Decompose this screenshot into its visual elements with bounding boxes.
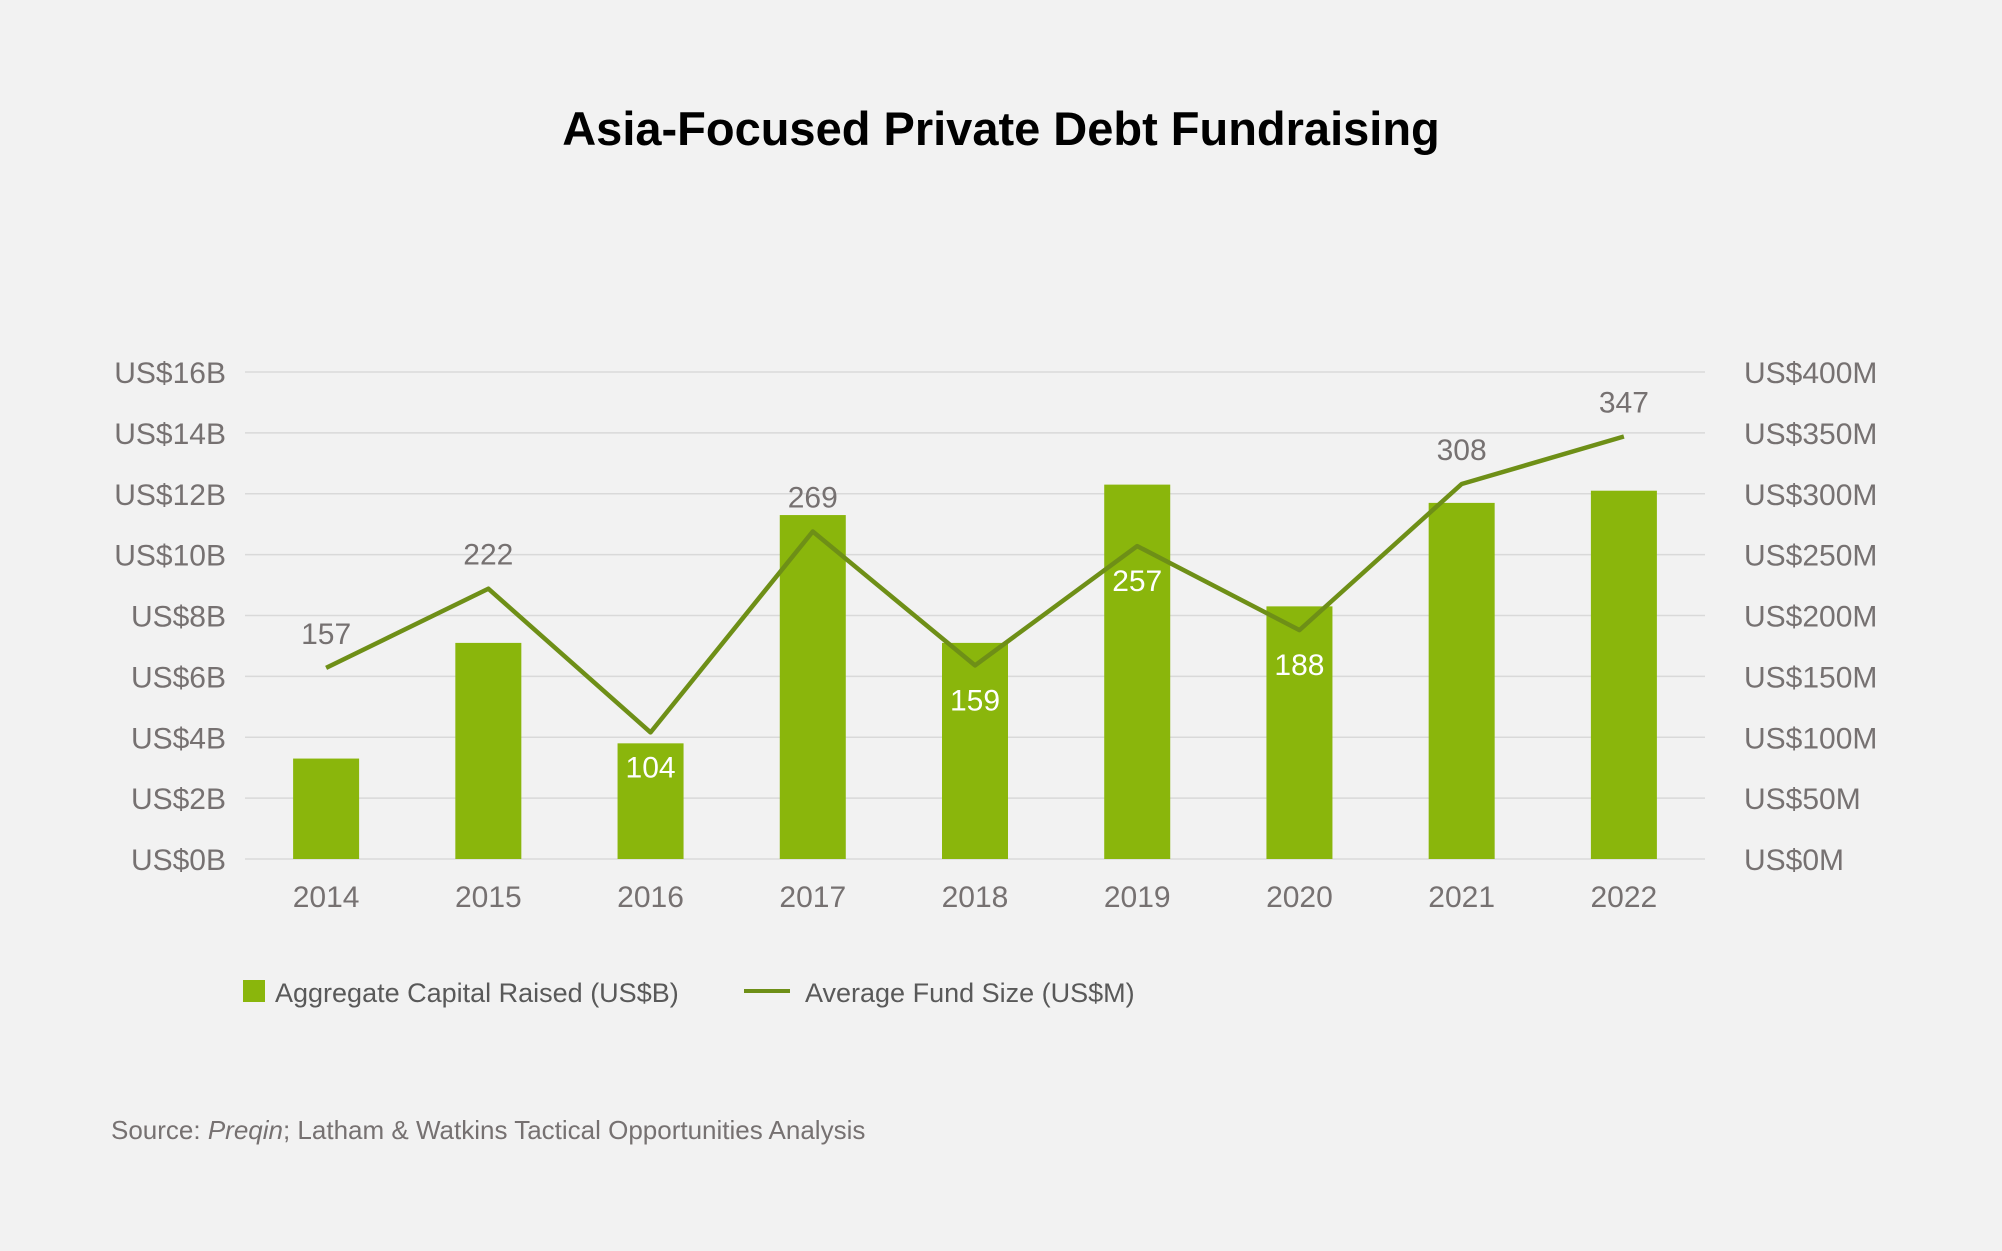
bar-2021 bbox=[1428, 502, 1495, 859]
bar-2018 bbox=[942, 642, 1008, 859]
fund-size-line bbox=[325, 434, 1625, 735]
y-right-tick-label: US$200M bbox=[1744, 601, 1877, 634]
bar-2019 bbox=[1104, 484, 1171, 859]
y-left-tick-label: US$2B bbox=[131, 783, 226, 816]
y-axis-left: US$0B US$2B US$4B US$6B US$8B US$10B US$12B US$… bbox=[114, 357, 226, 877]
fund-size-label-2015: 222 bbox=[463, 539, 513, 572]
line-data-labels: 157 222 104 269 159 257 188 308 347 bbox=[301, 387, 1649, 785]
fund-size-label-2020: 188 bbox=[1274, 649, 1324, 682]
x-tick-label: 2021 bbox=[1428, 881, 1495, 914]
y-right-tick-label: US$50M bbox=[1744, 783, 1861, 816]
y-axis-right: US$0M US$50M US$100M US$150M US$200M US$250M U… bbox=[1744, 357, 1877, 877]
y-right-tick-label: US$400M bbox=[1744, 357, 1877, 390]
y-right-tick-label: US$300M bbox=[1744, 479, 1877, 512]
x-tick-label: 2018 bbox=[942, 881, 1009, 914]
y-right-tick-label: US$100M bbox=[1744, 722, 1877, 755]
bar-2022 bbox=[1590, 490, 1657, 859]
x-tick-label: 2014 bbox=[293, 881, 360, 914]
y-right-tick-label: US$0M bbox=[1744, 844, 1844, 877]
legend: Aggregate Capital Raised (US$B) Average … bbox=[243, 978, 1135, 1008]
fund-size-label-2019: 257 bbox=[1112, 565, 1162, 598]
y-left-tick-label: US$14B bbox=[114, 418, 226, 451]
y-left-tick-label: US$0B bbox=[131, 844, 226, 877]
x-tick-label: 2015 bbox=[455, 881, 522, 914]
bar-series bbox=[293, 484, 1657, 859]
bar-2020 bbox=[1266, 606, 1333, 859]
fund-size-label-2018: 159 bbox=[950, 684, 1000, 717]
x-axis: 2014 2015 2016 2017 2018 2019 2020 2021 2022 bbox=[293, 881, 1658, 914]
chart-title: Asia-Focused Private Debt Fundraising bbox=[562, 102, 1440, 155]
legend-swatch-capital bbox=[243, 980, 265, 1002]
fund-size-label-2022: 347 bbox=[1599, 387, 1649, 420]
source-note: Source: Preqin; Latham & Watkins Tactica… bbox=[111, 1115, 865, 1145]
bar-2017 bbox=[779, 515, 846, 859]
y-left-tick-label: US$8B bbox=[131, 601, 226, 634]
bar-2014 bbox=[293, 758, 360, 859]
legend-label-capital: Aggregate Capital Raised (US$B) bbox=[275, 978, 679, 1008]
x-tick-label: 2022 bbox=[1591, 881, 1658, 914]
x-tick-label: 2020 bbox=[1266, 881, 1333, 914]
fund-size-label-2016: 104 bbox=[626, 751, 676, 784]
x-tick-label: 2019 bbox=[1104, 881, 1171, 914]
bar-2015 bbox=[455, 642, 522, 859]
y-left-tick-label: US$4B bbox=[131, 722, 226, 755]
source-suffix: ; Latham & Watkins Tactical Opportunitie… bbox=[283, 1115, 865, 1145]
y-left-tick-label: US$6B bbox=[131, 661, 226, 694]
y-right-tick-label: US$350M bbox=[1744, 418, 1877, 451]
x-tick-label: 2016 bbox=[617, 881, 684, 914]
legend-label-fund-size: Average Fund Size (US$M) bbox=[805, 978, 1135, 1008]
fund-size-label-2014: 157 bbox=[301, 618, 351, 651]
line-series bbox=[325, 434, 1625, 735]
bar-2016 bbox=[617, 743, 684, 859]
x-tick-label: 2017 bbox=[779, 881, 846, 914]
y-right-tick-label: US$250M bbox=[1744, 540, 1877, 573]
fund-size-label-2017: 269 bbox=[788, 481, 838, 514]
source-prefix: Source: bbox=[111, 1115, 208, 1145]
y-right-tick-label: US$150M bbox=[1744, 661, 1877, 694]
y-left-tick-label: US$12B bbox=[114, 479, 226, 512]
fund-size-label-2021: 308 bbox=[1437, 434, 1487, 467]
source-italic: Preqin bbox=[208, 1115, 283, 1145]
y-left-tick-label: US$10B bbox=[114, 540, 226, 573]
y-left-tick-label: US$16B bbox=[114, 357, 226, 390]
